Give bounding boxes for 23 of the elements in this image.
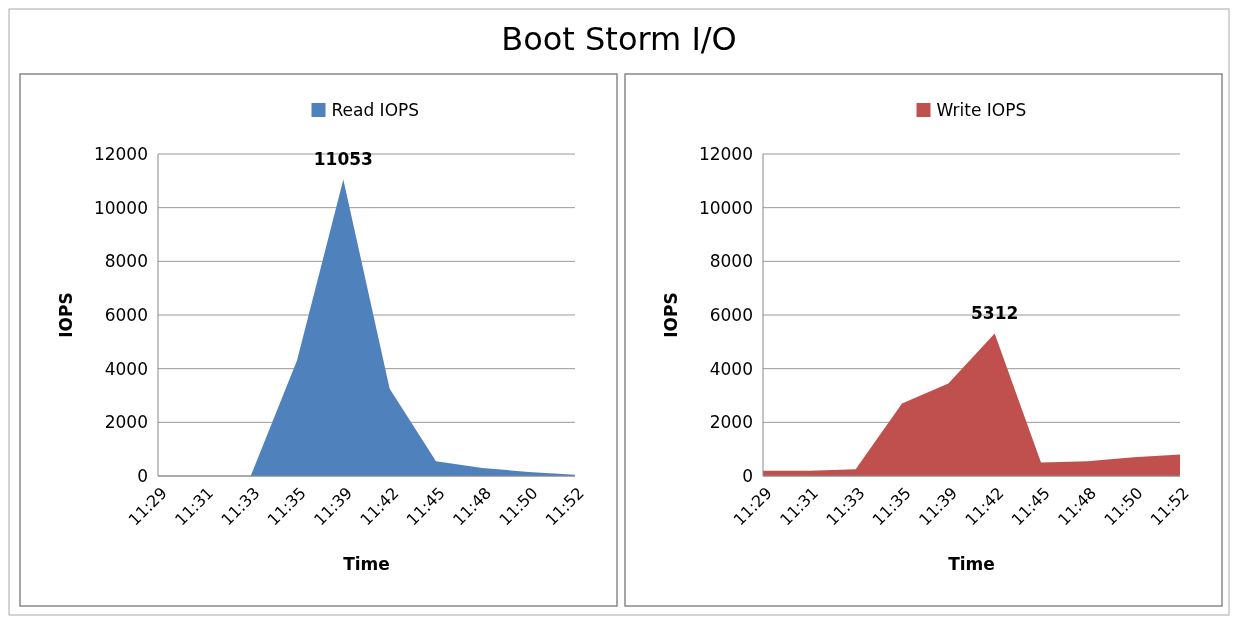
y-tick-label: 2000: [709, 412, 753, 433]
y-tick-label: 0: [137, 465, 148, 486]
y-tick-label: 8000: [104, 251, 148, 272]
y-tick-label: 12000: [93, 143, 148, 164]
y-tick-label: 6000: [709, 304, 753, 325]
y-tick-label: 10000: [93, 197, 148, 218]
y-tick-label: 4000: [709, 358, 753, 379]
chart-title: Boot Storm I/O: [501, 20, 737, 58]
x-axis-title: Time: [343, 554, 390, 574]
y-tick-label: 10000: [698, 197, 753, 218]
y-tick-label: 12000: [698, 143, 753, 164]
y-tick-label: 6000: [104, 304, 148, 325]
y-tick-label: 2000: [104, 412, 148, 433]
y-tick-label: 0: [742, 465, 753, 486]
legend-label: Write IOPS: [936, 99, 1027, 120]
y-tick-label: 8000: [709, 251, 753, 272]
data-label: 5312: [971, 303, 1019, 324]
data-label: 11053: [313, 149, 373, 170]
y-tick-label: 4000: [104, 358, 148, 379]
y-axis-title: IOPS: [661, 292, 681, 338]
y-axis-title: IOPS: [56, 292, 76, 338]
legend-label: Read IOPS: [331, 99, 420, 120]
x-axis-title: Time: [948, 554, 995, 574]
